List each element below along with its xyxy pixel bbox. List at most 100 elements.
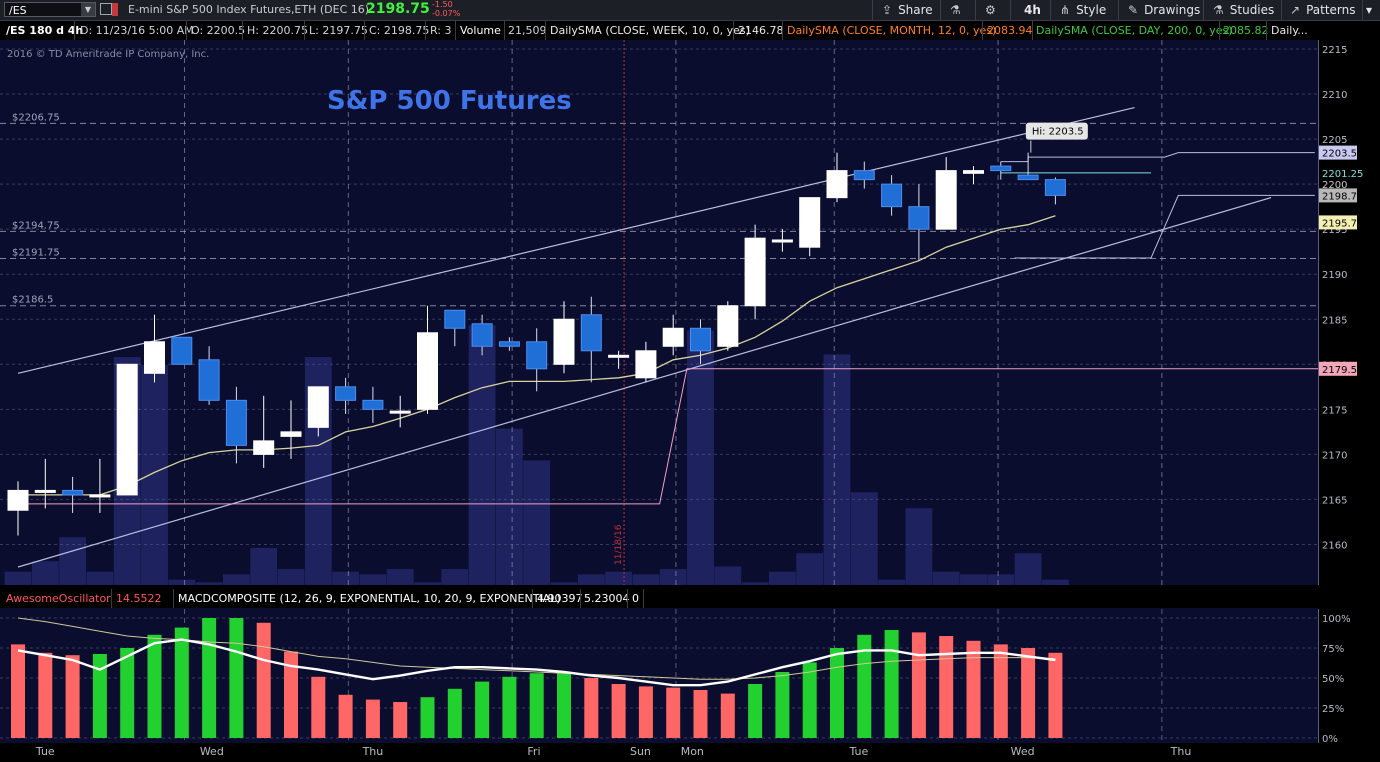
symbol-dropdown-icon[interactable]: ▼	[81, 3, 95, 16]
candle[interactable]	[62, 476, 84, 513]
candle[interactable]	[144, 314, 165, 383]
candle[interactable]	[335, 377, 357, 414]
candle[interactable]	[553, 301, 575, 374]
candle[interactable]	[471, 314, 493, 356]
flask-button[interactable]: ⚗	[950, 2, 967, 18]
studies-button[interactable]: ⚗ Studies	[1213, 3, 1275, 17]
candle[interactable]	[608, 350, 630, 369]
candle[interactable]	[444, 309, 466, 347]
candle[interactable]	[498, 337, 520, 351]
candle[interactable]	[280, 400, 302, 459]
candle[interactable]	[116, 363, 138, 496]
time-axis[interactable]: Tue Wed Thu Fri Sun Mon Tue Wed Thu	[0, 743, 1380, 762]
candle[interactable]	[963, 166, 984, 185]
candle-body	[826, 170, 848, 199]
linking-flag-icon[interactable]	[112, 3, 118, 16]
oscillator-chart[interactable]	[0, 609, 1318, 743]
candle[interactable]	[771, 229, 793, 252]
share-button[interactable]: ⇪ Share	[882, 3, 933, 17]
candle-body	[635, 350, 657, 379]
candle[interactable]	[89, 458, 111, 513]
bar-close: C: 2198.75	[369, 24, 430, 37]
ao-bar	[11, 644, 25, 738]
time-label: Thu	[1170, 745, 1192, 758]
candle[interactable]	[389, 395, 411, 428]
candle[interactable]	[7, 481, 29, 536]
sma-day-label[interactable]: DailySMA (CLOSE, DAY, 200, 0, yes)	[1036, 24, 1233, 37]
candle[interactable]	[198, 346, 220, 405]
symbol-input[interactable]: /ES ▼	[4, 2, 96, 17]
volume-bar	[769, 571, 796, 585]
candle[interactable]	[34, 458, 56, 509]
price-level-label: $2194.75	[12, 220, 60, 231]
candle[interactable]	[826, 152, 848, 203]
price-tag-label: 2200	[1322, 180, 1347, 191]
candle[interactable]	[908, 184, 930, 261]
candle[interactable]	[580, 296, 602, 383]
time-label: Sun	[630, 745, 651, 758]
date-marker-label: 11/18/16	[614, 524, 624, 565]
candle[interactable]	[717, 301, 739, 351]
candle[interactable]	[171, 336, 193, 365]
candle[interactable]	[1044, 177, 1066, 205]
candle[interactable]	[1017, 152, 1039, 181]
candle-body	[335, 386, 357, 401]
ao-bar	[447, 688, 462, 738]
macd-value-2: 5.23004	[584, 592, 630, 605]
style-button[interactable]: ⋔ Style	[1060, 3, 1107, 17]
candle[interactable]	[853, 161, 875, 189]
lower-channel-line	[17, 197, 1272, 568]
sma-day-value: 2085.82	[1223, 24, 1269, 37]
candle[interactable]	[526, 328, 548, 392]
more-menu-icon[interactable]: ▾	[1366, 3, 1373, 17]
volume-bar	[932, 571, 960, 585]
candle[interactable]	[635, 341, 657, 383]
candle[interactable]	[225, 386, 247, 464]
price-axis[interactable]: 2160216521702175218021852190219522002205…	[1318, 40, 1380, 585]
volume-bar	[960, 574, 987, 585]
price-tag-label: 2201.25	[1322, 169, 1363, 180]
price-chart[interactable]: 11/18/16 $2206.75 $2194.75 $2191.75 $2186.5…	[0, 40, 1318, 585]
patterns-button[interactable]: ↗ Patterns	[1290, 3, 1356, 17]
ao-bar	[1048, 652, 1063, 738]
ao-bar	[365, 699, 380, 738]
candle[interactable]	[881, 175, 903, 216]
candle[interactable]	[744, 224, 766, 320]
candle-body	[580, 314, 602, 352]
volume-bar	[141, 365, 168, 585]
sma-month-label[interactable]: DailySMA (CLOSE, MONTH, 12, 0, yes)	[787, 24, 997, 37]
volume-value: 21,509	[508, 24, 547, 37]
flask-icon: ⚗	[950, 3, 961, 17]
candle[interactable]	[417, 305, 438, 414]
ao-bar	[92, 654, 107, 738]
candle[interactable]	[253, 395, 275, 468]
ao-bar	[1021, 648, 1036, 738]
drawings-button[interactable]: ✎ Drawings	[1128, 3, 1201, 17]
ao-label[interactable]: AwesomeOscillator	[6, 592, 111, 605]
timeframe-button[interactable]: 4h	[1024, 3, 1041, 17]
ao-bar	[38, 652, 53, 738]
candle[interactable]	[799, 197, 821, 257]
link-checkbox-icon[interactable]	[100, 3, 112, 15]
candle[interactable]	[662, 314, 684, 356]
volume-bar	[359, 574, 387, 585]
volume-bar	[823, 354, 851, 585]
candle[interactable]	[362, 386, 384, 423]
high-level-line	[1000, 152, 1315, 163]
settings-button[interactable]: ⚙	[985, 2, 1002, 18]
price-tick-label: 2175	[1322, 405, 1347, 416]
candle[interactable]	[690, 319, 711, 365]
sma-week-label[interactable]: DailySMA (CLOSE, WEEK, 10, 0, yes)	[550, 24, 750, 37]
sub-tick-label: 75%	[1322, 644, 1344, 655]
volume-label[interactable]: Volume	[460, 24, 501, 37]
price-tag-label: 2195.75	[1322, 218, 1363, 229]
bar-high: H: 2200.75	[247, 24, 308, 37]
candle[interactable]	[307, 386, 329, 437]
candle[interactable]	[935, 157, 957, 230]
ao-bar	[202, 618, 217, 738]
more-studies-label[interactable]: Daily...	[1271, 24, 1308, 37]
candle[interactable]	[990, 161, 1012, 180]
upper-channel-line	[17, 107, 1135, 374]
macd-label[interactable]: MACDCOMPOSITE (12, 26, 9, EXPONENTIAL, 1…	[178, 592, 561, 605]
candle-body	[116, 363, 138, 496]
